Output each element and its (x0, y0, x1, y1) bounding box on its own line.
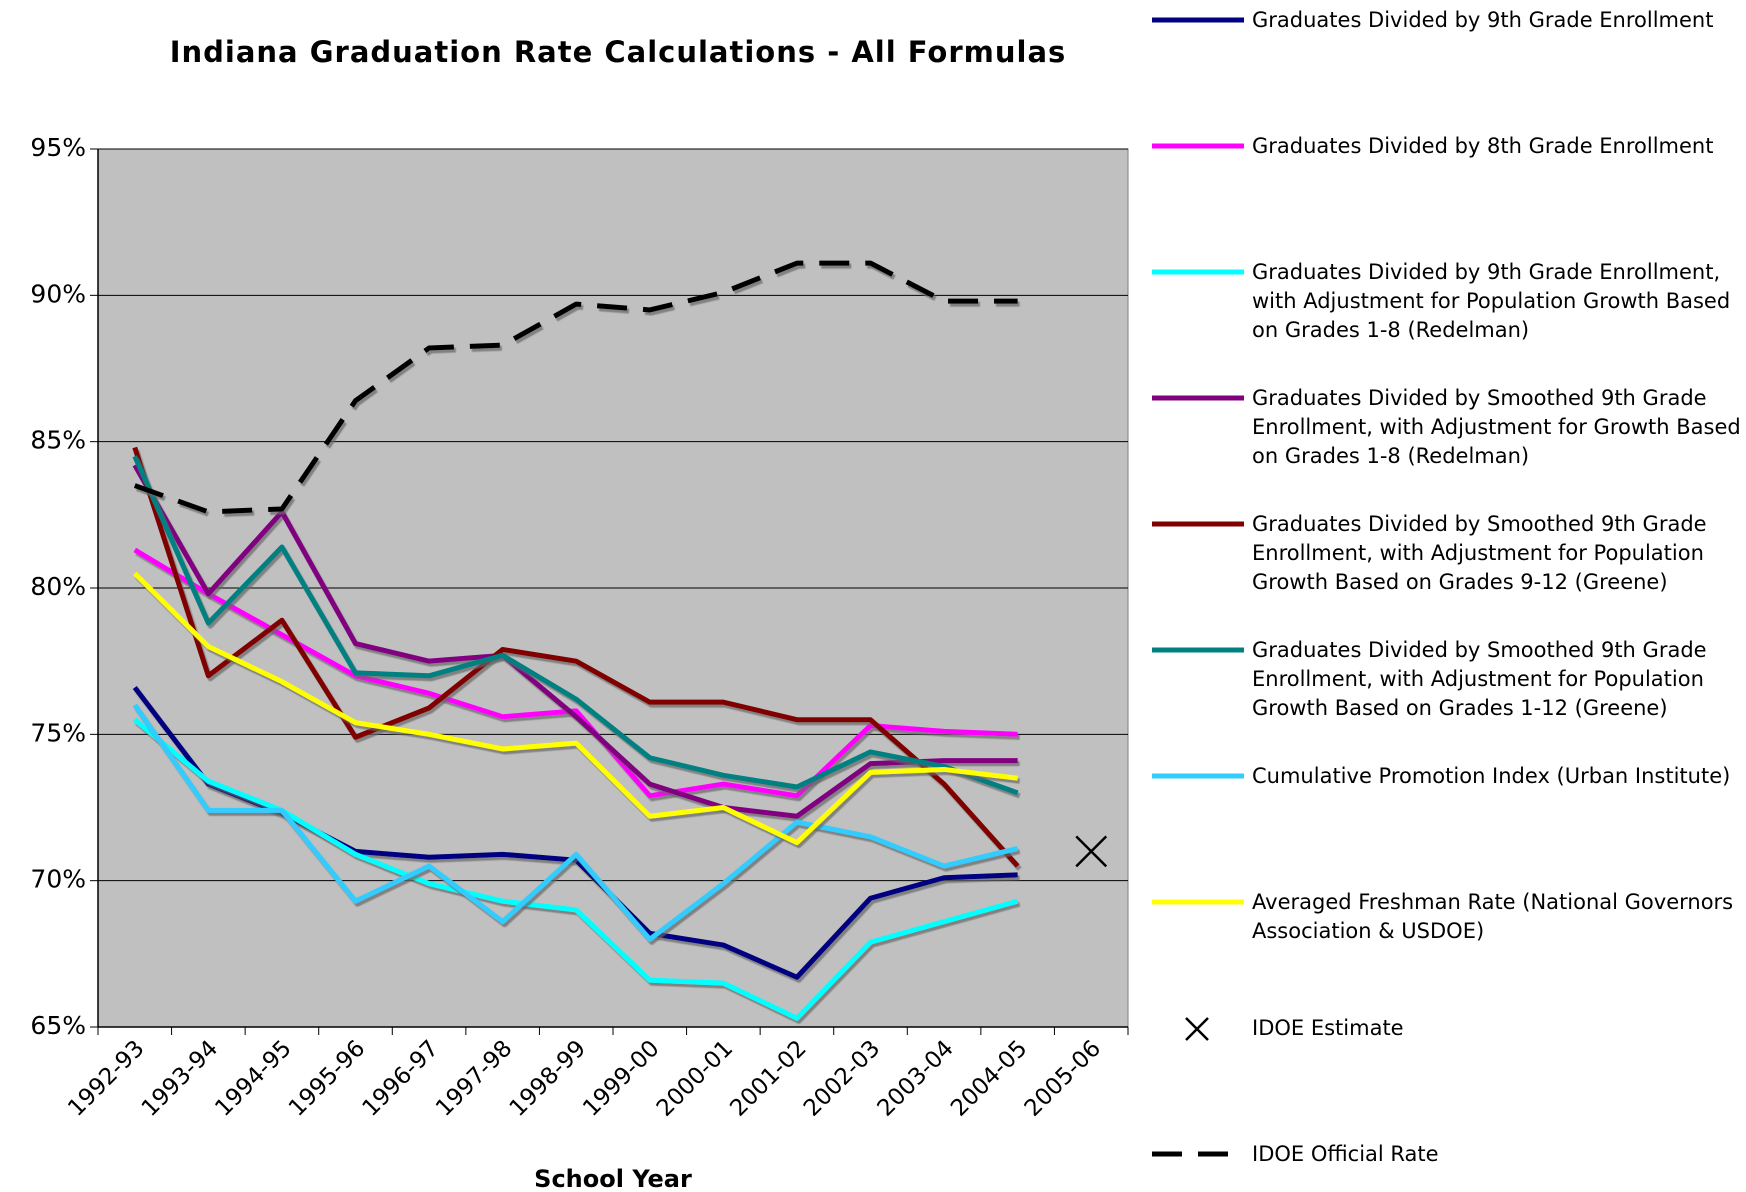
x-tick-label: 1995-96 (284, 1035, 370, 1121)
y-tick-label: 75% (30, 718, 86, 747)
legend-entry: Averaged Freshman Rate (National Governo… (1150, 888, 1746, 946)
legend-entry: Graduates Divided by Smoothed 9th Grade … (1150, 384, 1746, 471)
x-tick-label: 1999-00 (578, 1035, 664, 1121)
legend-marker (1185, 1017, 1209, 1041)
legend-label: Graduates Divided by Smoothed 9th Grade … (1252, 386, 1741, 468)
legend-swatch (1152, 647, 1244, 653)
y-tick-label: 65% (30, 1011, 86, 1040)
legend-entry: Graduates Divided by Smoothed 9th Grade … (1150, 636, 1746, 723)
x-tick-label: 2003-04 (873, 1035, 959, 1121)
x-tick-label: 1998-99 (505, 1035, 591, 1121)
x-tick-label: 1992-93 (63, 1035, 149, 1121)
legend-label: Cumulative Promotion Index (Urban Instit… (1252, 764, 1731, 788)
series-line (132, 703, 1019, 942)
legend-entry: IDOE Official Rate (1150, 1140, 1746, 1170)
x-tick-label: 1993-94 (137, 1035, 223, 1121)
legend-swatch (1152, 773, 1244, 779)
series-line (132, 463, 1018, 819)
y-tick-label: 70% (30, 865, 86, 894)
series-line (133, 571, 1018, 846)
legend-swatch (1152, 143, 1244, 149)
legend-entry: Graduates Divided by 9th Grade Enrollmen… (1150, 6, 1746, 36)
series-line (132, 446, 1020, 868)
x-tick-label: 1997-98 (431, 1035, 517, 1121)
legend-entry: Cumulative Promotion Index (Urban Instit… (1150, 762, 1746, 792)
legend-label: IDOE Estimate (1252, 1016, 1404, 1040)
legend-label: Averaged Freshman Rate (National Governo… (1252, 890, 1734, 943)
series-line (133, 260, 1018, 515)
x-axis-title: School Year (534, 1165, 692, 1192)
legend-swatch (1152, 17, 1244, 23)
x-tick-label: 2005-06 (1020, 1035, 1106, 1121)
y-tick-label: 90% (30, 279, 86, 308)
legend-label: Graduates Divided by Smoothed 9th Grade … (1252, 638, 1707, 720)
x-tick-label: 1994-95 (210, 1035, 296, 1121)
x-tick-label: 2001-02 (725, 1035, 811, 1121)
x-tick-label: 2000-01 (652, 1035, 738, 1121)
legend-swatch (1185, 1017, 1209, 1041)
chart-title: Indiana Graduation Rate Calculations - A… (170, 35, 1067, 69)
series-line (133, 547, 1018, 799)
x-tick-label: 1996-97 (358, 1035, 444, 1121)
legend-entry: Graduates Divided by 9th Grade Enrollmen… (1150, 258, 1746, 345)
x-tick-label: 2004-05 (946, 1035, 1032, 1121)
legend-label: Graduates Divided by Smoothed 9th Grade … (1252, 512, 1707, 594)
legend-swatch (1152, 269, 1244, 275)
y-tick-label: 95% (30, 133, 86, 162)
legend-entry: IDOE Estimate (1150, 1014, 1746, 1044)
y-tick-label: 85% (30, 426, 86, 455)
legend-entry: Graduates Divided by 8th Grade Enrollmen… (1150, 132, 1746, 162)
marker (1075, 835, 1108, 868)
series-line (132, 455, 1019, 796)
legend-swatch (1152, 899, 1244, 905)
y-tick-label: 80% (30, 572, 86, 601)
legend-swatch (1152, 395, 1244, 401)
legend-label: Graduates Divided by 8th Grade Enrollmen… (1252, 134, 1714, 158)
x-tick-label: 2002-03 (799, 1035, 885, 1121)
legend-label: Graduates Divided by 9th Grade Enrollmen… (1252, 260, 1731, 342)
legend-label: IDOE Official Rate (1252, 1142, 1439, 1166)
legend-entry: Graduates Divided by Smoothed 9th Grade … (1150, 510, 1746, 597)
legend-swatch (1152, 1151, 1244, 1157)
legend-swatch (1152, 521, 1244, 527)
legend-label: Graduates Divided by 9th Grade Enrollmen… (1252, 8, 1714, 32)
